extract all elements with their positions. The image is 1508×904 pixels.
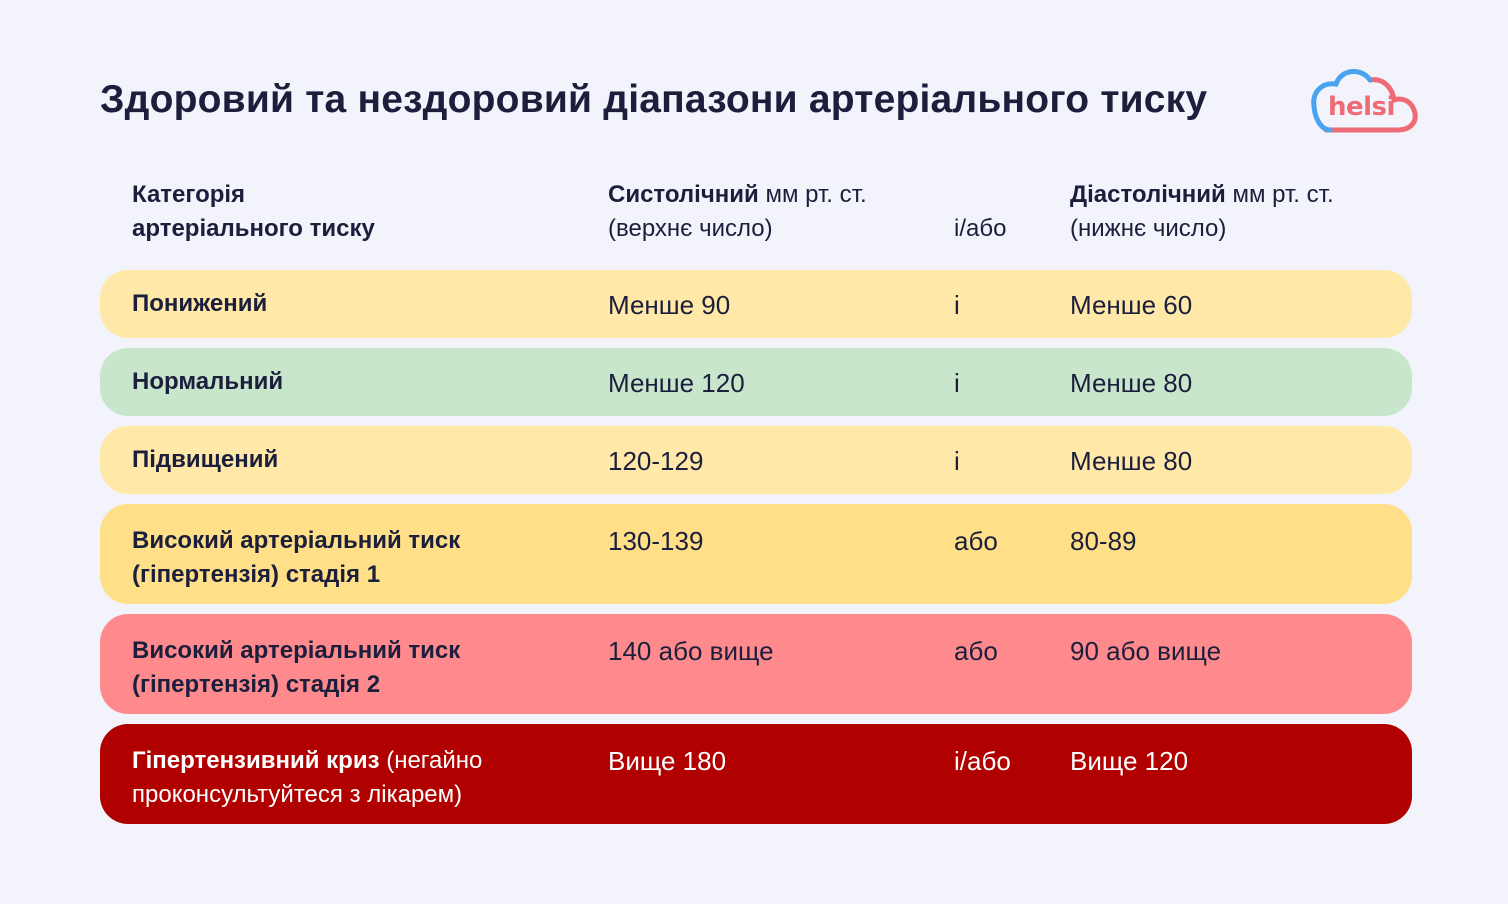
row-systolic: 120-129	[608, 446, 704, 476]
row-connector: і	[954, 290, 960, 320]
table-row: Понижений Менше 90 і Менше 60	[100, 270, 1412, 338]
row-systolic: 130-139	[608, 526, 704, 556]
row-diastolic: Вище 120	[1070, 746, 1189, 776]
row-systolic: Вище 180	[608, 746, 727, 776]
table-row: Підвищений 120-129 і Менше 80	[100, 426, 1412, 494]
row-connector: і	[954, 446, 960, 476]
table-row: Високий артеріальний тиск (гіпертензія) …	[100, 614, 1412, 714]
logo-text: helsi	[1328, 92, 1395, 122]
row-connector: і	[954, 368, 960, 398]
cloud-logo-icon	[1311, 69, 1418, 133]
row-connector: і/або	[954, 746, 1011, 776]
row-category: Понижений	[132, 290, 268, 317]
helsi-logo: helsi	[1308, 64, 1420, 138]
row-diastolic: 80-89	[1070, 526, 1137, 556]
row-category: Високий артеріальний тиск (гіпертензія) …	[132, 527, 461, 588]
row-connector: або	[954, 526, 998, 556]
row-diastolic: 90 або вище	[1070, 636, 1222, 666]
table-row: Високий артеріальний тиск (гіпертензія) …	[100, 504, 1412, 604]
header-connector: і/або	[954, 215, 1007, 242]
row-connector: або	[954, 636, 998, 666]
page-title: Здоровий та нездоровий діапазони артеріа…	[100, 78, 1208, 121]
row-diastolic: Менше 80	[1070, 446, 1193, 476]
header-systolic: Систолічний мм рт. ст. (верхнє число)	[608, 181, 867, 242]
row-category: Високий артеріальний тиск (гіпертензія) …	[132, 637, 461, 698]
header-category: Категорія артеріального тиску	[132, 181, 375, 242]
row-category: Гіпертензивний криз (негайно проконсульт…	[132, 747, 483, 808]
row-systolic: Менше 90	[608, 290, 731, 320]
header-diastolic: Діастолічний мм рт. ст. (нижнє число)	[1070, 181, 1334, 242]
row-diastolic: Менше 60	[1070, 290, 1193, 320]
row-category: Підвищений	[132, 446, 279, 473]
table-row: Гіпертензивний криз (негайно проконсульт…	[100, 724, 1412, 824]
row-category: Нормальний	[132, 368, 284, 395]
row-systolic: 140 або вище	[608, 636, 774, 666]
table-row: Нормальний Менше 120 і Менше 80	[100, 348, 1412, 416]
row-systolic: Менше 120	[608, 368, 745, 398]
row-diastolic: Менше 80	[1070, 368, 1193, 398]
table-header: Категорія артеріального тиску Систолічни…	[100, 178, 1412, 248]
